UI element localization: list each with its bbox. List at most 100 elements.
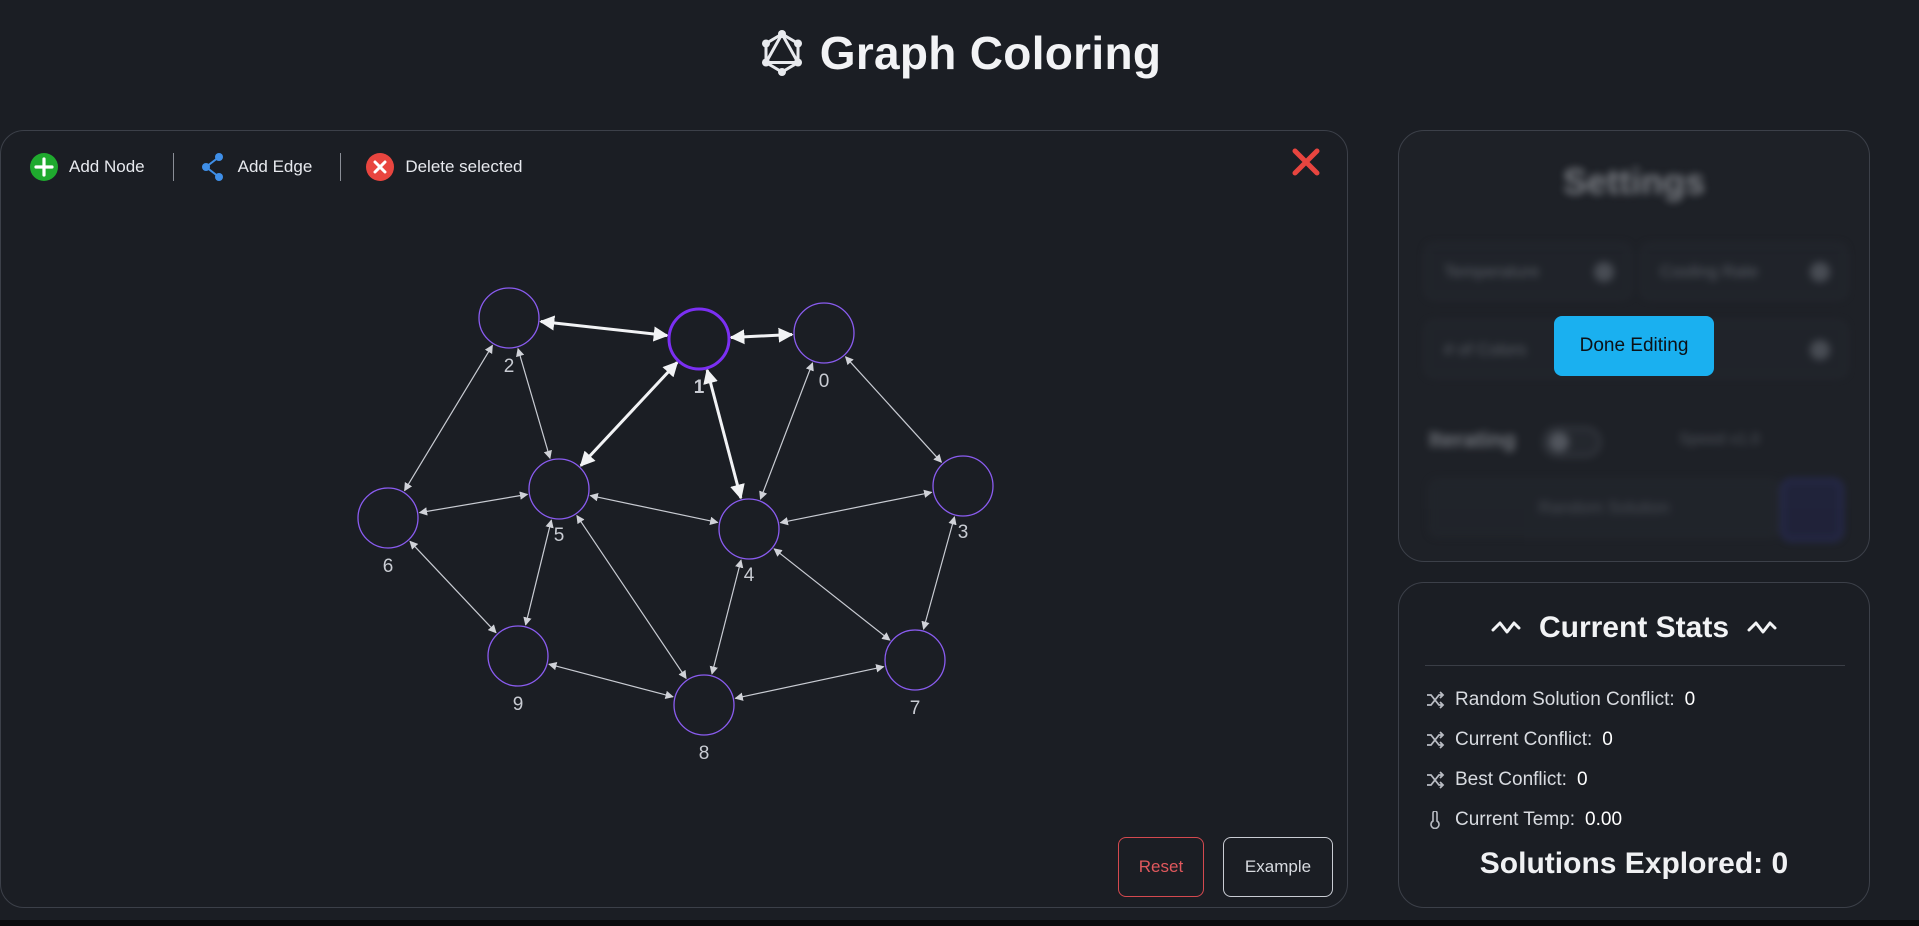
stats-divider [1425, 665, 1845, 666]
stat-value: 0.00 [1585, 809, 1623, 830]
current-temp-stat: Current Temp: 0.00 [1425, 809, 1622, 831]
graph-toolbar: Add Node Add Edge Delete selected [29, 151, 551, 183]
add-edge-button[interactable]: Add Edge [198, 152, 341, 182]
temperature-field: Temperature [1425, 243, 1631, 299]
shuffle-icon [1427, 731, 1445, 749]
thermometer-icon [1430, 811, 1440, 829]
graph-edge-2-6[interactable] [404, 344, 493, 492]
graphql-logo-icon [761, 30, 802, 76]
graph-edge-4-7[interactable] [773, 548, 891, 641]
graph-node-6[interactable] [357, 487, 419, 549]
stop-icon [1781, 479, 1843, 541]
settings-title: Settings [1562, 161, 1705, 202]
graph-edge-2-5[interactable] [516, 347, 552, 460]
graph-node-label: 9 [513, 694, 524, 715]
graph-node-label: 2 [504, 356, 515, 377]
graph-edge-8-7[interactable] [734, 664, 885, 701]
graph-node-4[interactable] [718, 498, 780, 560]
page-title: Graph Coloring [819, 27, 1162, 79]
graph-node-label: 7 [910, 698, 921, 719]
pulse-icon [1491, 621, 1521, 634]
delete-circle-icon [365, 152, 395, 182]
graph-edge-5-4[interactable] [589, 493, 719, 525]
stat-label: Current Conflict: [1455, 729, 1593, 750]
close-icon[interactable] [1289, 145, 1323, 179]
graph-edge-5-8[interactable] [576, 514, 687, 680]
thermometer-icon [1594, 262, 1614, 282]
best-conflict-stat: Best Conflict: 0 [1425, 769, 1588, 791]
graph-edge-1-5[interactable] [579, 361, 679, 467]
graph-canvas[interactable]: 0 1 2 3 4 5 6 7 8 9 [1, 131, 1349, 909]
graph-node-label: 8 [699, 743, 710, 764]
shuffle-icon [1427, 691, 1445, 709]
graph-node-5[interactable] [528, 458, 590, 520]
graph-edge-4-8[interactable] [709, 559, 744, 675]
graph-edge-1-4[interactable] [703, 368, 745, 500]
stat-label: Best Conflict: [1455, 769, 1567, 790]
add-node-label: Add Node [69, 157, 145, 176]
temperature-label: Temperature [1444, 262, 1540, 281]
graph-edge-3-7[interactable] [921, 516, 957, 630]
speed-label: Speed x1.0 [1679, 431, 1760, 448]
share-nodes-icon [198, 152, 228, 182]
graph-node-9[interactable] [487, 625, 549, 687]
graph-node-3[interactable] [932, 455, 994, 517]
graph-node-0[interactable] [793, 302, 855, 364]
graph-edge-2-1[interactable] [539, 315, 669, 342]
solutions-explored-value: 0 [1771, 847, 1789, 880]
graph-node-label: 1 [694, 377, 705, 398]
graph-node-1[interactable] [667, 307, 731, 371]
pulse-icon [1747, 621, 1777, 634]
graph-edge-0-4[interactable] [759, 362, 814, 500]
graph-node-label: 5 [554, 525, 565, 546]
toolbar-divider [340, 153, 342, 181]
add-node-button[interactable]: Add Node [29, 152, 173, 182]
cooling-rate-label: Cooling Rate [1660, 262, 1759, 281]
random-solution-button: Random Solution [1429, 479, 1779, 537]
reset-button[interactable]: Reset [1118, 837, 1204, 897]
graph-node-8[interactable] [673, 674, 735, 736]
graph-edge-4-3[interactable] [779, 489, 933, 526]
bottom-strip [0, 920, 1919, 926]
graph-node-label: 6 [383, 556, 394, 577]
stat-value: 0 [1684, 689, 1696, 710]
plus-circle-icon [29, 152, 59, 182]
done-editing-button[interactable]: Done Editing [1554, 316, 1714, 376]
stat-value: 0 [1576, 769, 1588, 790]
graph-edge-6-9[interactable] [409, 540, 497, 634]
graph-editor-panel: 0 1 2 3 4 5 6 7 8 9 Add Node Add Edge Delete sele… [0, 130, 1348, 908]
stat-label: Current Temp: [1455, 809, 1576, 830]
snowflake-icon [1810, 262, 1830, 282]
graph-edge-1-0[interactable] [729, 327, 794, 345]
settings-panel: Settings Temperature Cooling Rate # of C… [1398, 130, 1870, 562]
solutions-explored: Solutions Explored: 0 [1399, 847, 1869, 881]
example-button[interactable]: Example [1223, 837, 1333, 897]
solutions-explored-label: Solutions Explored: [1479, 847, 1764, 880]
iterating-toggle [1543, 427, 1601, 457]
graph-node-label: 4 [744, 565, 755, 586]
graph-node-label: 0 [819, 371, 830, 392]
toolbar-divider [172, 153, 174, 181]
graph-node-2[interactable] [478, 287, 540, 349]
graph-node-label: 3 [958, 522, 969, 543]
graph-edge-9-8[interactable] [548, 662, 674, 699]
graph-edge-5-6[interactable] [418, 491, 529, 516]
graph-node-7[interactable] [884, 629, 946, 691]
delete-selected-button[interactable]: Delete selected [365, 152, 550, 182]
stats-panel: Current Stats Random Solution Conflict: … [1398, 582, 1870, 908]
cooling-rate-field: Cooling Rate [1641, 243, 1847, 299]
iterating-label: Iterating [1429, 427, 1516, 452]
palette-icon [1810, 340, 1830, 360]
current-conflict-stat: Current Conflict: 0 [1425, 729, 1613, 751]
stat-label: Random Solution Conflict: [1455, 689, 1675, 710]
num-colors-label: # of Colors [1444, 340, 1527, 359]
add-edge-label: Add Edge [237, 157, 313, 176]
delete-selected-label: Delete selected [405, 157, 523, 176]
stat-value: 0 [1602, 729, 1613, 750]
app-header: Graph Coloring [0, 22, 1919, 84]
graph-edge-5-9[interactable] [523, 519, 554, 626]
random-solution-conflict-stat: Random Solution Conflict: 0 [1425, 689, 1695, 711]
stats-title: Current Stats [1538, 611, 1730, 644]
graph-edge-0-3[interactable] [844, 356, 943, 463]
shuffle-icon [1427, 771, 1445, 789]
